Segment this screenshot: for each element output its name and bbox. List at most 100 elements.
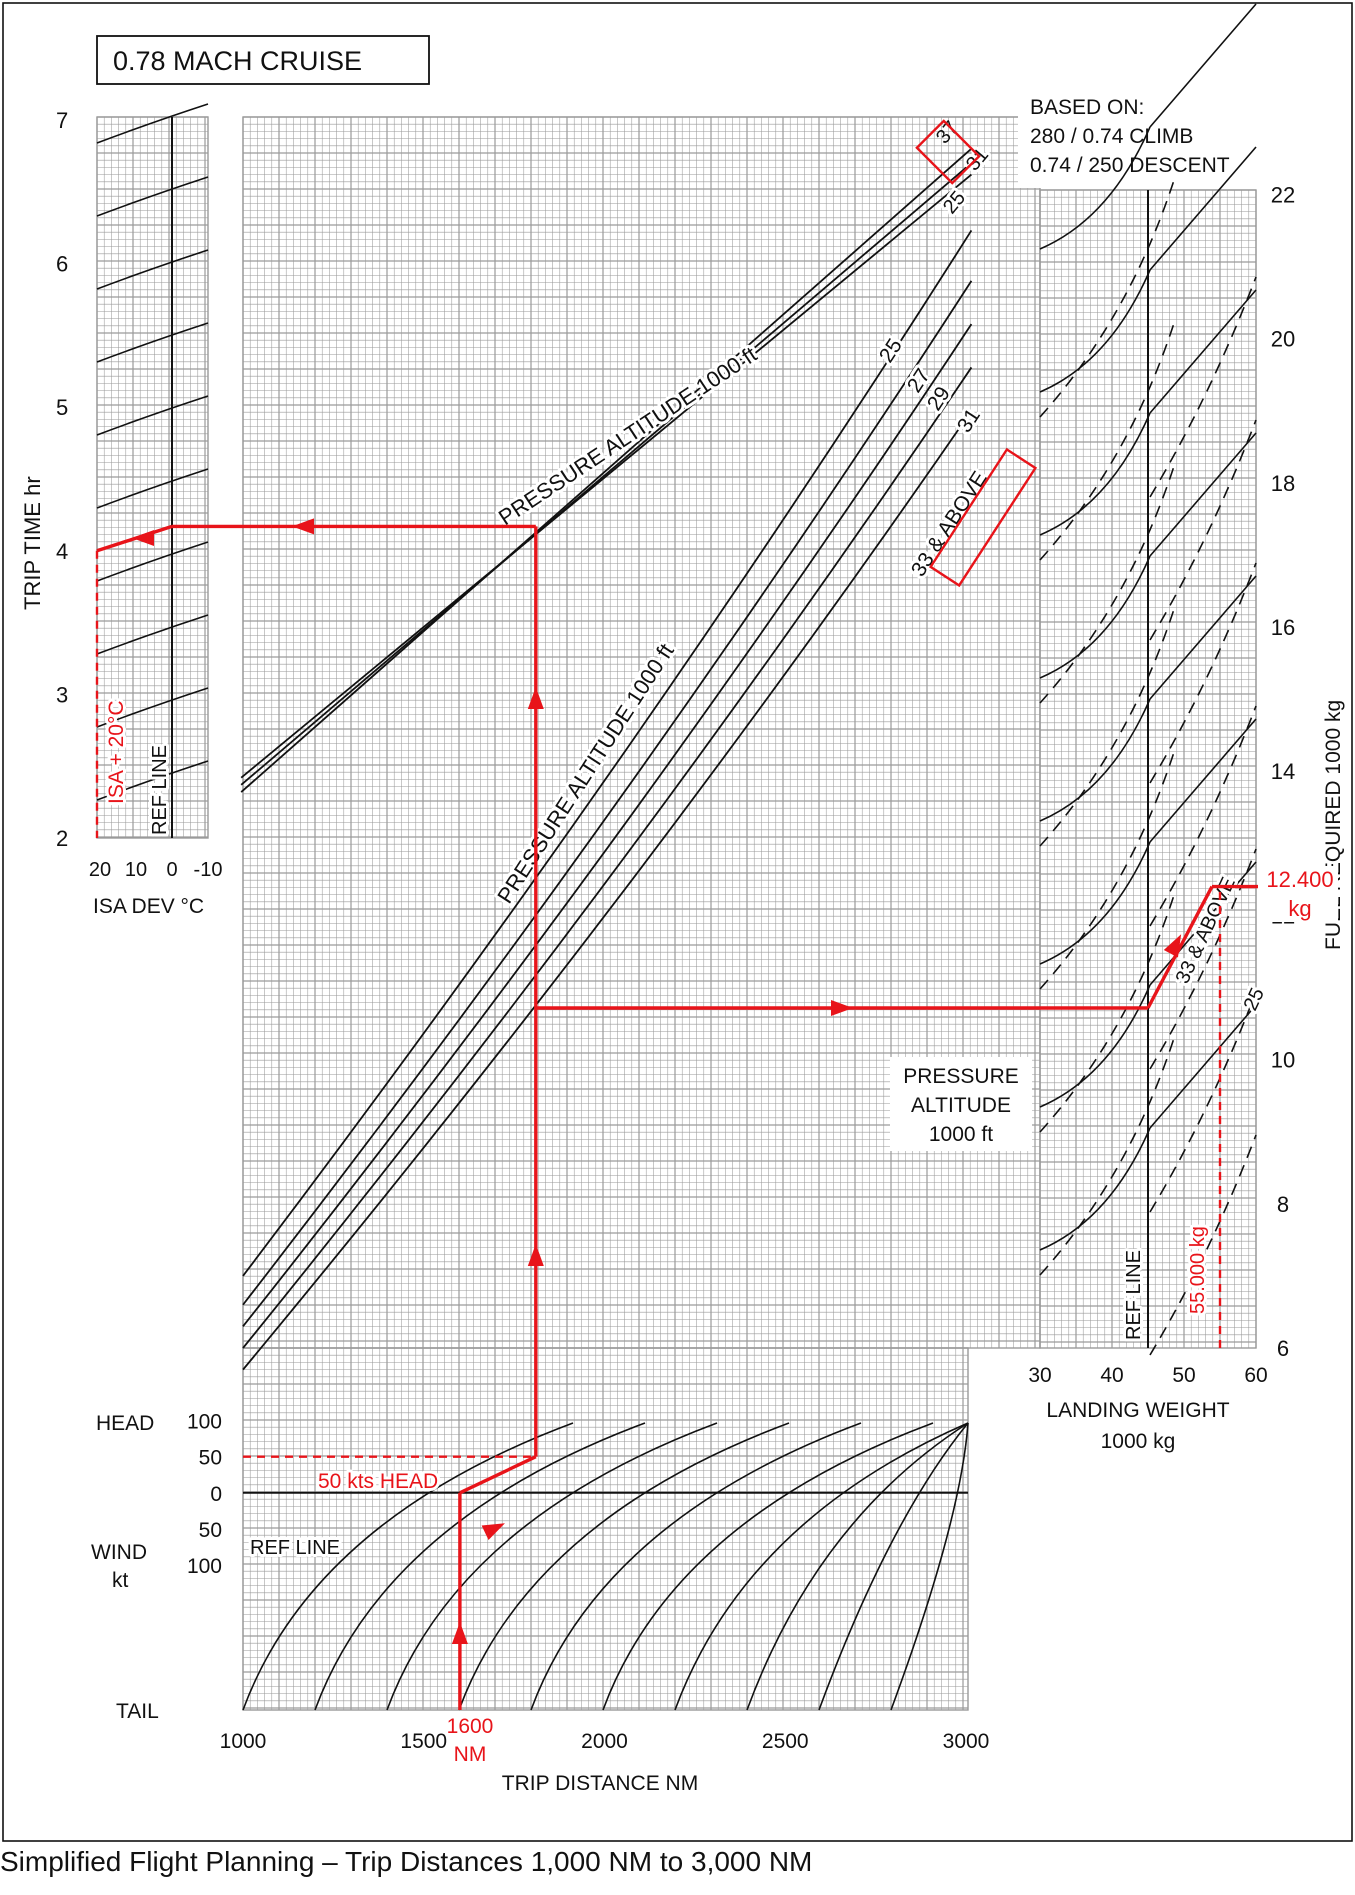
landing-solid-guideline bbox=[1039, 698, 1151, 822]
wind-label: WIND bbox=[91, 1541, 147, 1564]
wind-guideline bbox=[458, 1422, 790, 1711]
fuel-tick-label: 20 bbox=[1271, 327, 1295, 352]
landing-solid-guideline bbox=[1149, 718, 1257, 843]
distance-tick-label: 2500 bbox=[762, 1730, 809, 1753]
distance-tick-label: 1500 bbox=[400, 1730, 447, 1753]
example-fuel-label: 12.400 bbox=[1266, 867, 1333, 892]
landing-series-label: PRESSURE bbox=[903, 1065, 1019, 1088]
example-arrow bbox=[527, 687, 544, 709]
landing-series-label: 1000 ft bbox=[929, 1123, 993, 1146]
fuel-curve-31 bbox=[242, 366, 973, 1349]
wind-guideline bbox=[746, 1422, 969, 1711]
wind-head-label: HEAD bbox=[96, 1412, 154, 1435]
trip-time-line-25 bbox=[240, 173, 972, 779]
chart-title: 0.78 MACH CRUISE bbox=[113, 46, 362, 76]
example-wind-path bbox=[459, 1455, 537, 1495]
wind-ref-line-label: REF LINE bbox=[250, 1537, 340, 1559]
trip-time-series-label: PRESSURE ALTITUDE 1000 ft bbox=[494, 342, 761, 531]
landing-dashed-guideline bbox=[1039, 176, 1176, 418]
isa-guideline bbox=[96, 395, 209, 436]
wind-tick-label: 50 bbox=[199, 1519, 222, 1542]
landing-solid-guideline bbox=[1039, 555, 1151, 679]
wind-guideline bbox=[530, 1422, 862, 1711]
example-distance-label: 1600 bbox=[447, 1715, 494, 1738]
distance-tick-label: 3000 bbox=[943, 1730, 990, 1753]
example-isa-label: ISA + 20°C bbox=[105, 700, 128, 804]
isa-guideline bbox=[96, 541, 209, 582]
wind-tick-label: 100 bbox=[187, 1555, 222, 1578]
example-arrow bbox=[1163, 934, 1182, 958]
landing-dashed-guideline bbox=[1149, 991, 1257, 1213]
fuel-curve-27 bbox=[242, 280, 973, 1306]
example-arrow bbox=[481, 1523, 505, 1540]
landing-dashed-guideline bbox=[1149, 848, 1257, 1070]
trip-time-label-31: 31 bbox=[962, 144, 993, 175]
highlight-box-37 bbox=[915, 119, 981, 185]
landing-dashed-guideline bbox=[1149, 562, 1257, 784]
landing-dashed-guideline bbox=[1039, 319, 1176, 561]
example-arrow bbox=[831, 1000, 853, 1016]
fuel-curve-25 bbox=[242, 229, 973, 1277]
landing-solid-guideline bbox=[1039, 126, 1151, 250]
based-on-line: BASED ON: bbox=[1030, 96, 1144, 119]
landing-solid-guideline bbox=[1149, 861, 1257, 986]
figure-caption: Simplified Flight Planning – Trip Distan… bbox=[0, 1846, 813, 1877]
fuel-tick-label: 22 bbox=[1271, 182, 1295, 207]
landing-solid-guideline bbox=[1039, 1127, 1151, 1251]
landing-series-label-box bbox=[890, 1057, 1032, 1151]
example-weight-label: 55.000 kg bbox=[1187, 1226, 1209, 1314]
isa-guideline bbox=[96, 176, 209, 217]
trip-time-tick-label: 5 bbox=[56, 395, 68, 420]
landing-weight-tick-label: 50 bbox=[1172, 1364, 1195, 1387]
wind-guideline bbox=[386, 1422, 718, 1711]
landing-dashed-guideline bbox=[1039, 748, 1176, 990]
landing-dashed-guideline bbox=[1039, 891, 1176, 1133]
isa-guideline bbox=[96, 687, 209, 728]
landing-solid-guideline bbox=[1149, 432, 1257, 557]
wind-tick-label: 50 bbox=[199, 1447, 222, 1470]
wind-guideline bbox=[674, 1422, 969, 1711]
trip-time-label-25: 25 bbox=[939, 187, 970, 218]
landing-solid-guideline bbox=[1149, 575, 1257, 700]
isa-guideline bbox=[96, 322, 209, 363]
example-arrow bbox=[292, 518, 314, 535]
landing-solid-guideline bbox=[1149, 1004, 1257, 1129]
based-on-line: 280 / 0.74 CLIMB bbox=[1030, 125, 1193, 148]
isa-tick-label: -10 bbox=[194, 859, 223, 881]
example-fuel-label-box bbox=[1258, 866, 1338, 922]
landing-dashed-guideline bbox=[1149, 1134, 1257, 1356]
title-box bbox=[96, 35, 430, 85]
fuel-curve-33ABOVE bbox=[242, 410, 973, 1371]
wind-tick-label: 100 bbox=[187, 1411, 222, 1434]
fuel-tick-label: 14 bbox=[1271, 759, 1295, 784]
landing-solid-guideline bbox=[1149, 3, 1257, 128]
isa-guideline bbox=[96, 760, 209, 801]
trip-time-axis-label: TRIP TIME hr bbox=[20, 476, 45, 610]
example-arrow bbox=[132, 530, 154, 546]
landing-solid-guideline bbox=[1039, 841, 1151, 965]
fuel-curve-29 bbox=[242, 323, 973, 1327]
landing-weight-tick-label: 40 bbox=[1100, 1364, 1123, 1387]
isa-axis-label: ISA DEV °C bbox=[93, 895, 204, 918]
landing-ref-line-label: REF LINE bbox=[1123, 1250, 1145, 1340]
isa-guideline bbox=[96, 468, 209, 509]
example-arrow bbox=[527, 1244, 544, 1266]
highlight-box-33 bbox=[928, 447, 1038, 588]
example-arrow bbox=[451, 1622, 468, 1644]
wind-tick-label: 0 bbox=[210, 1483, 222, 1506]
trip-time-tick-label: 3 bbox=[56, 682, 68, 707]
fuel-series-label: PRESSURE ALTITUDE 1000 ft bbox=[492, 639, 679, 908]
trip-time-line-31 bbox=[240, 162, 973, 786]
example-distance-unit: NM bbox=[454, 1743, 487, 1766]
wind-guideline bbox=[314, 1422, 646, 1711]
distance-tick-label: 2000 bbox=[581, 1730, 628, 1753]
fuel-tick-label: 10 bbox=[1271, 1048, 1295, 1073]
example-fuel-unit: kg bbox=[1288, 896, 1311, 921]
fuel-tick-label: 6 bbox=[1277, 1336, 1289, 1361]
isa-guideline bbox=[96, 614, 209, 655]
isa-tick-label: 0 bbox=[166, 859, 177, 881]
landing-dashed-guideline bbox=[1039, 605, 1176, 847]
isa-tick-label: 20 bbox=[89, 859, 111, 881]
